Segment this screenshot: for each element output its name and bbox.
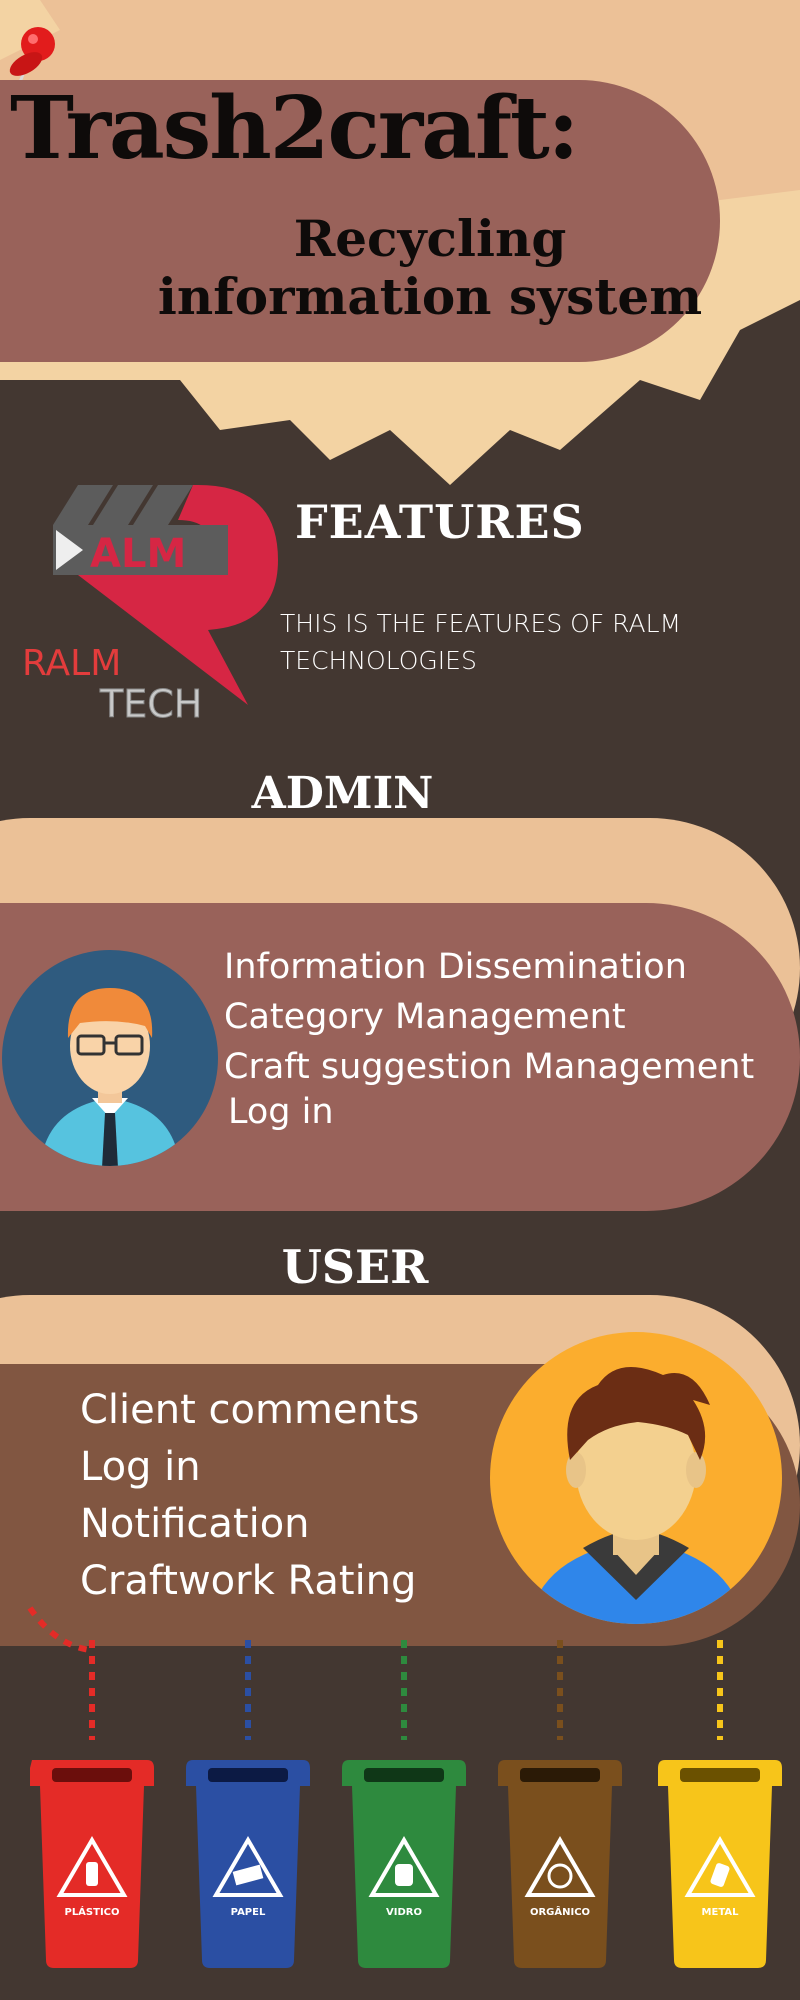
list-item: Category Management (224, 997, 626, 1037)
admin-feature-list: Information Dissemination Category Manag… (224, 942, 754, 1132)
list-item: Log in (228, 1092, 334, 1132)
bin-organico: apple-icon ORGÂNICO (498, 1760, 622, 1968)
recycling-bins: bottle-icon PLÁSTICO paper-stack-icon PA… (27, 1606, 782, 1968)
user-feature-list: Client comments Log in Notification Craf… (80, 1382, 419, 1610)
list-item: Information Dissemination (224, 947, 687, 987)
page-title: Trash2craft: (10, 78, 579, 179)
list-item: Log in (80, 1444, 201, 1490)
user-avatar-icon (490, 1332, 782, 1624)
ralm-tech-logo: ALM RALM TECH (22, 485, 278, 727)
admin-heading: ADMIN (251, 768, 434, 819)
logo-brand-top: RALM (22, 643, 121, 684)
bin-papel: paper-stack-icon PAPEL (186, 1760, 310, 1968)
features-heading: FEATURES (295, 495, 585, 549)
bin-label: PLÁSTICO (64, 1905, 119, 1918)
bin-label: PAPEL (231, 1907, 266, 1918)
list-item: Client comments (80, 1387, 420, 1433)
bin-plastico: bottle-icon PLÁSTICO (30, 1760, 154, 1968)
bin-label: ORGÂNICO (530, 1905, 590, 1918)
features-description: THIS IS THE FEATURES OF RALM TECHNOLOGIE… (280, 609, 682, 675)
bin-metal: can-icon METAL (658, 1760, 782, 1968)
logo-brand-bottom: TECH (99, 682, 202, 726)
list-item: Craftwork Rating (80, 1558, 417, 1604)
page-subtitle: Recycling information system (157, 209, 703, 326)
title-banner (0, 80, 720, 362)
user-heading: USER (281, 1240, 429, 1294)
admin-avatar-icon (2, 950, 218, 1166)
list-item: Craft suggestion Management (224, 1047, 755, 1087)
bin-label: METAL (702, 1907, 740, 1918)
bin-vidro: jar-icon VIDRO (342, 1760, 466, 1968)
bin-label: VIDRO (386, 1907, 422, 1918)
list-item: Notification (80, 1501, 310, 1547)
logo-mark-text: ALM (90, 531, 186, 577)
